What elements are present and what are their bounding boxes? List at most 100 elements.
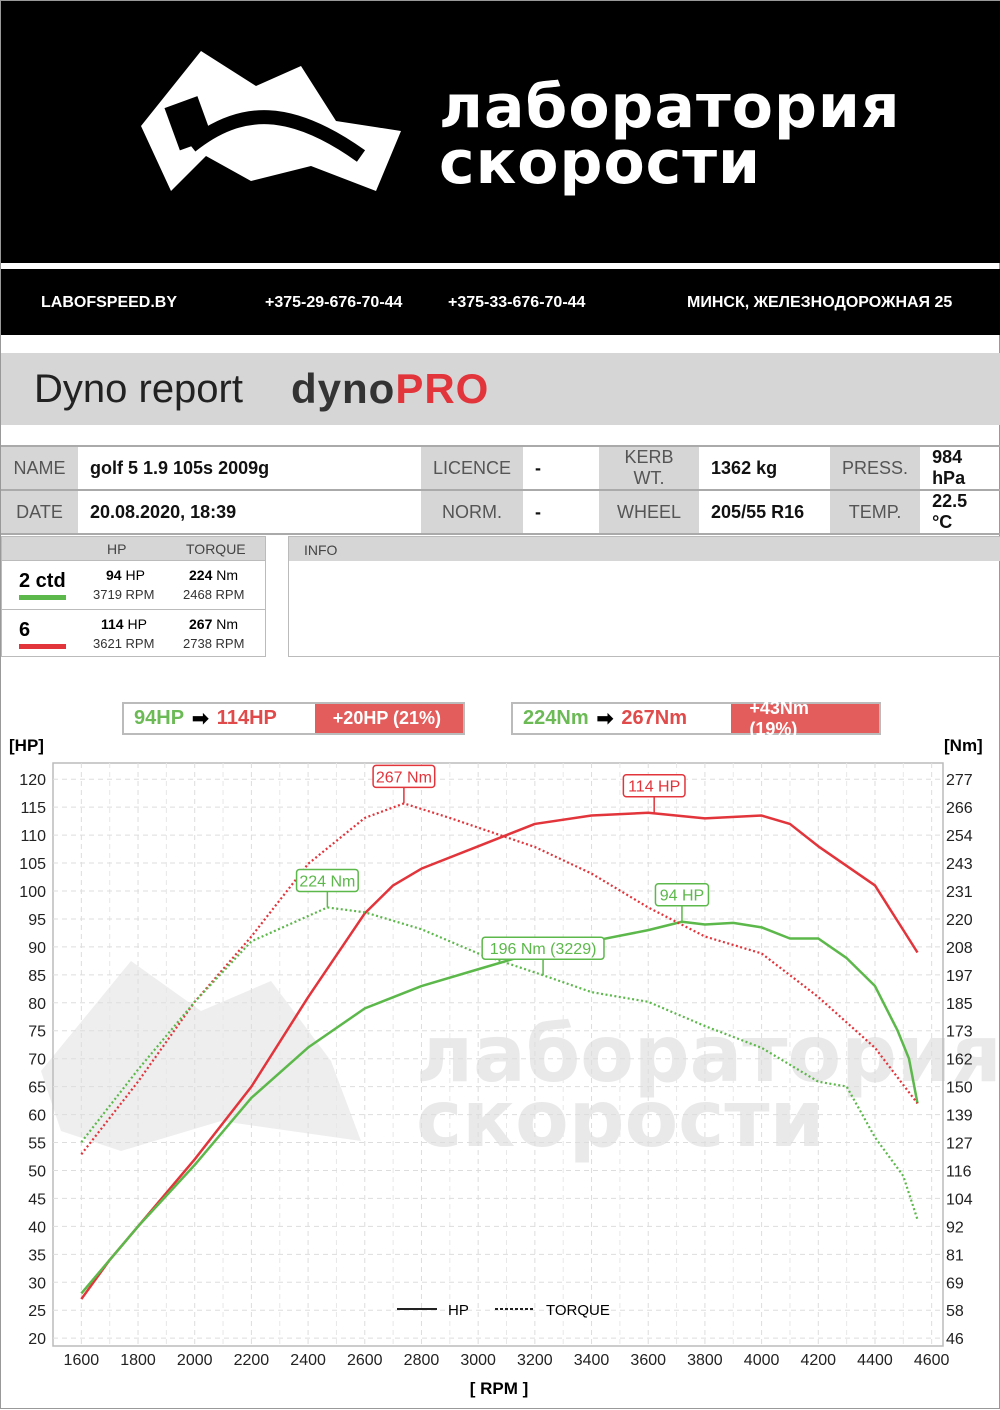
x-tick-label: 3600 xyxy=(630,1352,666,1369)
info-box: INFO xyxy=(288,536,1000,657)
header: лаборатория скорости xyxy=(1,1,1000,263)
phone-2[interactable]: +375-33-676-70-44 xyxy=(448,294,586,311)
run-name: 6 xyxy=(19,619,31,641)
website-link[interactable]: LABOFSPEED.BY xyxy=(41,294,178,311)
y2-tick-label: 58 xyxy=(946,1303,964,1320)
annotation-box xyxy=(295,868,359,893)
address: МИНСК, ЖЕЛЕЗНОДОРОЖНАЯ 25 xyxy=(687,294,953,311)
y-tick-label: 115 xyxy=(20,800,46,817)
x-tick-label: 4200 xyxy=(800,1352,836,1369)
y-tick-label: 60 xyxy=(28,1108,46,1125)
temp-value: 22.5 °C xyxy=(920,489,1000,535)
run-name: 2 ctd xyxy=(19,570,66,592)
tq-rpm: 2738 RPM xyxy=(183,636,245,651)
hp-rpm: 3621 RPM xyxy=(93,636,155,651)
run-row[interactable]: 2 ctd 94 HP 3719 RPM 224 Nm 2468 RPM xyxy=(2,560,265,609)
y2-tick-label: 46 xyxy=(946,1331,964,1348)
x-tick-label: 2600 xyxy=(347,1352,383,1369)
hp-line-6 xyxy=(80,811,919,1300)
x-tick-label: 3200 xyxy=(517,1352,553,1369)
arrow-right-icon: ➡ xyxy=(192,708,209,730)
peak-torque: 224 xyxy=(189,567,213,583)
report-title: Dyno report xyxy=(34,367,243,411)
y2-tick-label: 185 xyxy=(946,996,973,1013)
x-tick-label: 1800 xyxy=(120,1352,156,1369)
hp-comparison: 94HP ➡ 114HP +20HP (21%) xyxy=(122,702,465,735)
x-axis-label: [ RPM ] xyxy=(470,1379,529,1398)
y2-tick-label: 162 xyxy=(946,1052,973,1069)
name-value: golf 5 1.9 105s 2009g xyxy=(78,445,421,491)
contact-band: LABOFSPEED.BY +375-29-676-70-44 +375-33-… xyxy=(1,269,1000,335)
annotation-box xyxy=(622,773,686,798)
x-tick-label: 2200 xyxy=(234,1352,270,1369)
licence-label: LICENCE xyxy=(421,445,524,491)
hp-header: HP xyxy=(107,541,127,557)
torque-comparison: 224Nm ➡ 267Nm +43Nm (19%) xyxy=(511,698,881,739)
y-tick-label: 45 xyxy=(28,1191,46,1208)
svg-text:скорости: скорости xyxy=(416,1075,824,1165)
y-tick-label: 95 xyxy=(28,912,46,929)
run-row[interactable]: 6 114 HP 3621 RPM 267 Nm 2738 RPM xyxy=(2,609,265,658)
annotation-box xyxy=(481,936,605,960)
tq-to: 267Nm xyxy=(621,707,687,729)
torque-header: TORQUE xyxy=(186,541,246,557)
x-tick-label: 2400 xyxy=(290,1352,326,1369)
brand-b: PRO xyxy=(395,365,490,412)
legend: HP TORQUE xyxy=(397,1302,610,1319)
y-tick-label: 90 xyxy=(28,940,46,957)
y2-tick-label: 243 xyxy=(946,856,973,873)
tq-rpm: 2468 RPM xyxy=(183,587,245,602)
y2-tick-label: 127 xyxy=(946,1136,973,1153)
x-tick-label: 2000 xyxy=(177,1352,213,1369)
licence-value: - xyxy=(523,445,600,491)
x-tick-label: 3400 xyxy=(574,1352,610,1369)
y-tick-label: 75 xyxy=(28,1024,46,1041)
hp-from: 94HP xyxy=(134,707,185,729)
y2-tick-label: 266 xyxy=(946,800,973,817)
kerb-value: 1362 kg xyxy=(699,445,831,491)
annotation-label: 94 HP xyxy=(660,888,704,905)
brand-name: лаборатория скорости xyxy=(439,77,901,198)
annotation-label: 196 Nm (3229) xyxy=(490,941,597,958)
hp-unit: HP xyxy=(127,616,147,632)
y-tick-label: 65 xyxy=(28,1080,46,1097)
arrow-right-icon: ➡ xyxy=(596,708,614,730)
y2-tick-label: 231 xyxy=(946,884,973,901)
y2-tick-label: 139 xyxy=(946,1108,973,1125)
brand-a: dyno xyxy=(291,365,396,412)
norm-value: - xyxy=(523,489,600,535)
x-tick-label: 3800 xyxy=(687,1352,723,1369)
annotation-label: 267 Nm xyxy=(376,769,432,786)
hp-to: 114HP xyxy=(216,707,277,729)
logo-icon xyxy=(141,51,401,191)
annotation-label: 114 HP xyxy=(628,779,680,796)
brand-line2: скорости xyxy=(439,128,762,198)
y2-tick-label: 69 xyxy=(946,1275,964,1292)
annotation-box xyxy=(372,764,436,789)
legend-torque: TORQUE xyxy=(546,1302,610,1319)
torque-line-6 xyxy=(80,802,919,1155)
x-tick-label: 4600 xyxy=(914,1352,950,1369)
y-axis-label: [HP] xyxy=(9,736,44,755)
x-tick-label: 4400 xyxy=(857,1352,893,1369)
run-summary: HP TORQUE 2 ctd 94 HP 3719 RPM 224 Nm 246… xyxy=(1,536,266,657)
phone-1[interactable]: +375-29-676-70-44 xyxy=(265,294,403,311)
annotation-label: 224 Nm xyxy=(299,873,355,890)
norm-label: NORM. xyxy=(421,489,524,535)
y-tick-label: 25 xyxy=(28,1303,46,1320)
x-tick-label: 1600 xyxy=(64,1352,100,1369)
x-tick-label: 2800 xyxy=(404,1352,440,1369)
date-label: DATE xyxy=(1,489,78,535)
hp-line-2-ctd xyxy=(80,920,919,1295)
press-label: PRESS. xyxy=(830,445,921,491)
plot-frame xyxy=(52,762,944,1347)
run-color-swatch xyxy=(19,644,66,649)
y-tick-label: 20 xyxy=(28,1331,46,1348)
hp-unit: HP xyxy=(125,567,145,583)
torque-line-2-ctd xyxy=(80,906,919,1220)
y-tick-label: 40 xyxy=(28,1219,46,1236)
y-tick-label: 70 xyxy=(28,1052,46,1069)
y-tick-label: 35 xyxy=(28,1247,46,1264)
y-tick-label: 110 xyxy=(20,828,46,845)
y2-tick-label: 277 xyxy=(946,772,973,789)
